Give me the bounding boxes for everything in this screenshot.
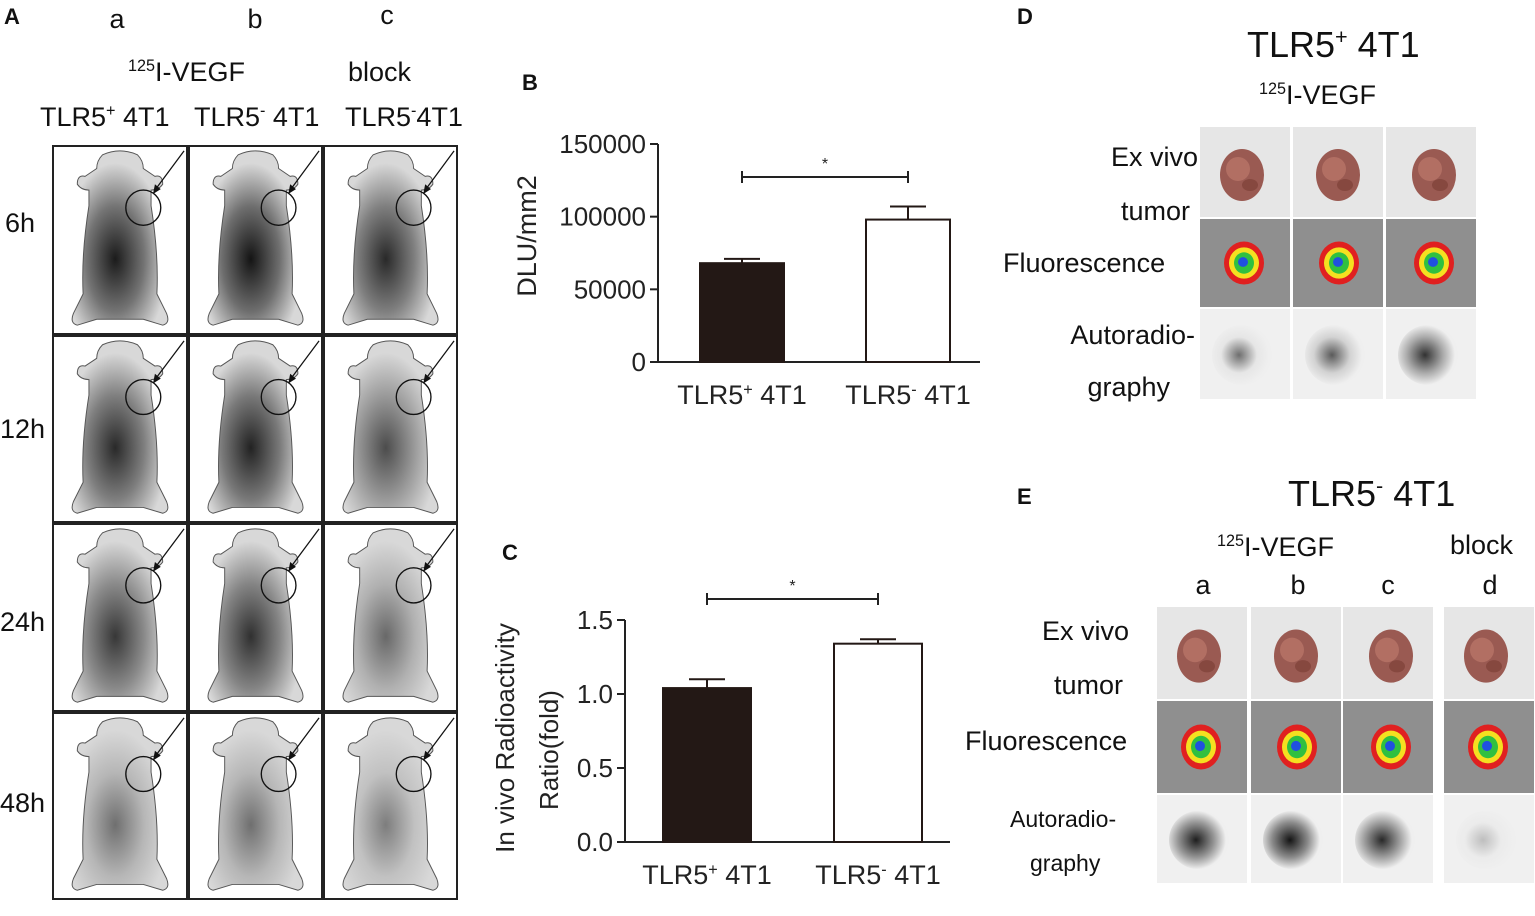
fluorescence-image bbox=[1343, 701, 1433, 793]
autoradiography-image bbox=[1444, 795, 1534, 883]
mouse-image bbox=[188, 523, 323, 712]
mouse-image bbox=[52, 523, 188, 712]
y-tick-label: 100000 bbox=[559, 202, 646, 232]
y-axis-label: DLU/mm2 bbox=[512, 175, 542, 297]
ex-vivo-tumor-image bbox=[1251, 607, 1341, 699]
ex-vivo-tumor-image bbox=[1386, 127, 1476, 217]
panel-e-col-b: b bbox=[1290, 570, 1306, 600]
significance-marker: * bbox=[789, 578, 795, 595]
fluorescence-image bbox=[1157, 701, 1247, 793]
autoradiography-image bbox=[1293, 309, 1383, 399]
ex-vivo-tumor-image bbox=[1293, 127, 1383, 217]
panel-a-block-label: block bbox=[348, 57, 412, 87]
mouse-image bbox=[323, 712, 458, 900]
mouse-image bbox=[323, 145, 458, 335]
panel-d-label: D bbox=[1017, 4, 1033, 29]
panel-e-autoradio-label-2: graphy bbox=[1030, 850, 1101, 876]
ex-vivo-tumor-image bbox=[1200, 127, 1290, 217]
autoradiography-image bbox=[1343, 795, 1433, 883]
significance-marker: * bbox=[822, 156, 828, 173]
row-label-12h: 12h bbox=[0, 414, 46, 444]
panel-d-autoradio-label-1: Autoradio- bbox=[1070, 320, 1195, 350]
panel-e-exvivo-label-1: Ex vivo bbox=[1042, 616, 1130, 646]
fluorescence-image bbox=[1386, 219, 1476, 307]
fluorescence-image bbox=[1251, 701, 1341, 793]
y-axis-label: In vivo Radioactivity bbox=[490, 623, 520, 853]
group-label-tlr5-pos: TLR5+ 4T1 bbox=[40, 102, 170, 132]
bar bbox=[699, 262, 785, 364]
category-label: TLR5- 4T1 bbox=[845, 380, 970, 410]
panel-d-exvivo-label-2: tumor bbox=[1120, 196, 1190, 226]
bar bbox=[833, 642, 923, 844]
column-b-letter: b bbox=[247, 4, 263, 34]
fluorescence-image bbox=[1200, 219, 1290, 307]
panel-e-probe-label: 125I-VEGF bbox=[1217, 532, 1335, 562]
panel-e-col-d: d bbox=[1482, 570, 1498, 600]
panel-d-exvivo-label-1: Ex vivo bbox=[1110, 142, 1198, 172]
panel-b-label: B bbox=[522, 70, 538, 95]
ex-vivo-tumor-image bbox=[1157, 607, 1247, 699]
ex-vivo-tumor-image bbox=[1343, 607, 1433, 699]
panel-e-label: E bbox=[1017, 484, 1032, 509]
autoradiography-image bbox=[1200, 309, 1290, 399]
bar bbox=[662, 687, 752, 843]
panel-d-fluorescence-label: Fluorescence bbox=[1003, 248, 1166, 278]
y-tick-label: 0.0 bbox=[577, 827, 613, 857]
bar bbox=[865, 218, 951, 363]
y-tick-label: 0 bbox=[632, 347, 646, 377]
mouse-image bbox=[188, 712, 323, 900]
panel-a-label: A bbox=[4, 4, 20, 29]
panel-e-exvivo-label-2: tumor bbox=[1054, 670, 1124, 700]
category-label: TLR5+ 4T1 bbox=[677, 380, 807, 410]
y-tick-label: 50000 bbox=[574, 274, 646, 304]
mouse-image bbox=[188, 335, 323, 523]
mouse-image bbox=[188, 145, 323, 335]
panel-d-probe-label: 125I-VEGF bbox=[1259, 80, 1377, 110]
autoradiography-image bbox=[1386, 309, 1476, 399]
y-tick-label: 0.5 bbox=[577, 753, 613, 783]
group-label-tlr5-neg-c: TLR5-4T1 bbox=[345, 102, 463, 132]
mouse-image bbox=[323, 523, 458, 712]
panel-b-bar-chart: 0 50000 100000 150000 TLR5+ 4T1 TLR5- 4T1 * DLU… bbox=[512, 129, 980, 410]
category-label: TLR5+ 4T1 bbox=[642, 860, 772, 890]
ex-vivo-tumor-image bbox=[1444, 607, 1534, 699]
panel-e-autoradio-label-1: Autoradio- bbox=[1010, 806, 1117, 832]
group-label-tlr5-neg-b: TLR5- 4T1 bbox=[194, 102, 320, 132]
panel-c-bar-chart: 0.0 0.5 1.0 1.5 TLR5+ 4T1 TLR5- 4T1 * In vivo R… bbox=[490, 578, 950, 890]
mouse-image bbox=[52, 145, 188, 335]
panel-a-probe-label: 125I-VEGF bbox=[128, 57, 246, 87]
y-tick-label: 1.0 bbox=[577, 679, 613, 709]
y-axis-label-2: Ratio(fold) bbox=[534, 690, 564, 810]
panel-e-col-a: a bbox=[1195, 570, 1211, 600]
y-tick-label: 150000 bbox=[559, 129, 646, 159]
mouse-image bbox=[323, 335, 458, 523]
mouse-image bbox=[52, 712, 188, 900]
panel-d-title: TLR5+ 4T1 bbox=[1247, 24, 1420, 65]
autoradiography-image bbox=[1157, 795, 1247, 883]
fluorescence-image bbox=[1444, 701, 1534, 793]
fluorescence-image bbox=[1293, 219, 1383, 307]
panel-e-block-label: block bbox=[1450, 530, 1514, 560]
panel-d-autoradio-label-2: graphy bbox=[1087, 372, 1170, 402]
y-tick-label: 1.5 bbox=[577, 605, 613, 635]
panel-e-title: TLR5- 4T1 bbox=[1288, 473, 1456, 514]
panel-e-col-c: c bbox=[1381, 570, 1395, 600]
panel-e-fluorescence-label: Fluorescence bbox=[965, 726, 1128, 756]
row-label-24h: 24h bbox=[0, 607, 46, 637]
panel-c-label: C bbox=[502, 540, 518, 565]
autoradiography-image bbox=[1251, 795, 1341, 883]
column-c-letter: c bbox=[380, 0, 394, 30]
row-label-48h: 48h bbox=[0, 788, 46, 818]
row-label-6h: 6h bbox=[5, 208, 36, 238]
category-label: TLR5- 4T1 bbox=[815, 860, 940, 890]
column-a-letter: a bbox=[109, 4, 125, 34]
mouse-image bbox=[52, 335, 188, 523]
